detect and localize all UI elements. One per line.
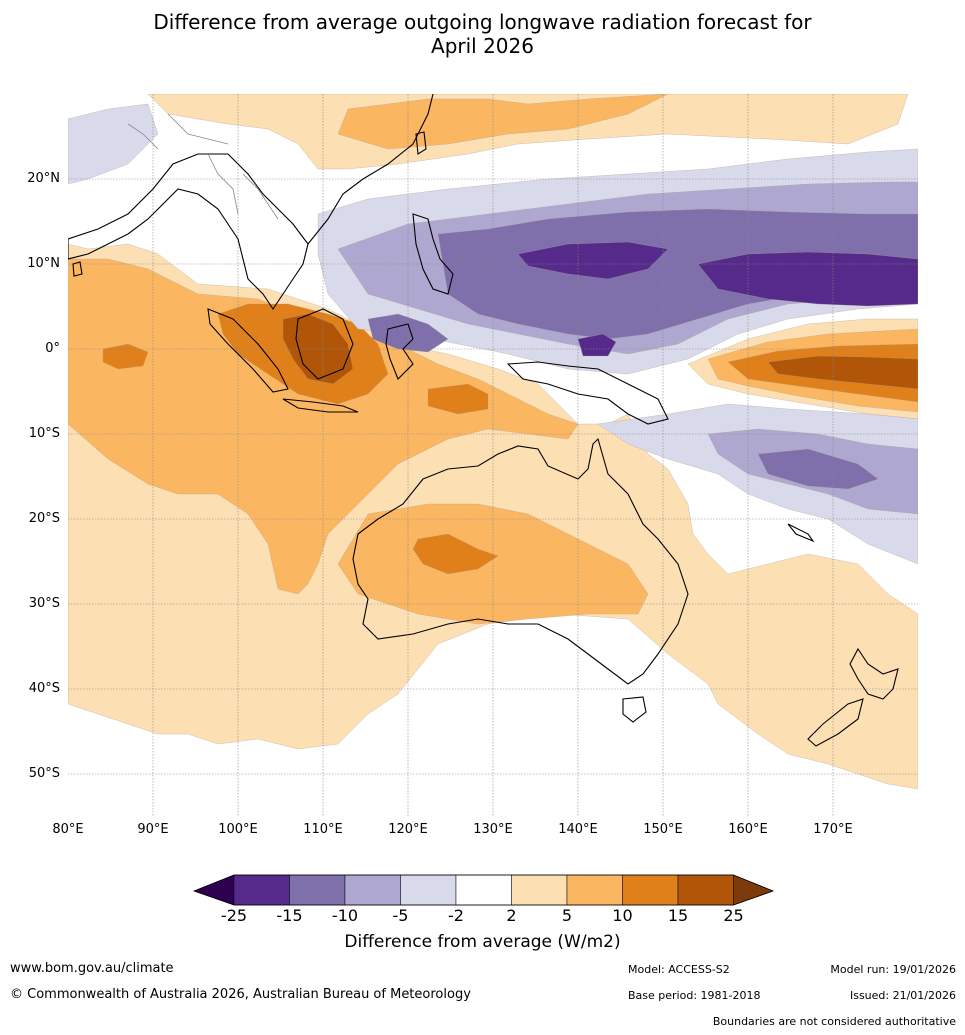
lat-label: 50°S	[28, 766, 60, 781]
colorbar-tick: 2	[506, 906, 517, 925]
lat-label: 30°S	[28, 596, 60, 611]
colorbar-bin	[400, 874, 457, 906]
lon-label: 160°E	[728, 822, 768, 837]
anomaly-region-plus10-io	[102, 343, 149, 370]
colorbar-bin	[622, 874, 679, 906]
coastline-tasmania	[622, 696, 647, 723]
coastlines	[68, 94, 899, 747]
anomaly-region-minus10-south	[757, 448, 879, 490]
anomaly-region-minus2-west	[68, 103, 159, 185]
country-borders	[127, 113, 279, 220]
coastline-sumatra	[207, 308, 289, 393]
coastline-australia	[352, 437, 689, 685]
colorbar-bin	[511, 874, 568, 906]
colorbar-low-extension	[193, 874, 235, 906]
anomaly-region-minus10-west	[367, 313, 449, 353]
footer-issued: Issued: 21/01/2026	[849, 989, 956, 1002]
anomaly-region-plus5-north	[337, 94, 669, 150]
coastline-java	[282, 398, 359, 413]
colorbar	[192, 874, 775, 906]
coastline-sulawesi	[385, 323, 414, 380]
footer-disclaimer: Boundaries are not considered authoritat…	[712, 1015, 956, 1028]
colorbar-tick: 10	[612, 906, 633, 925]
lon-label: 140°E	[558, 822, 598, 837]
footer-model-run: Model run: 19/01/2026	[830, 963, 956, 976]
colorbar-high-extension	[733, 874, 774, 906]
lon-label: 130°E	[473, 822, 513, 837]
footer-base-period: Base period: 1981-2018	[628, 989, 761, 1002]
anomaly-region-minus15	[517, 241, 669, 280]
olr-anomaly-map	[68, 94, 918, 816]
coastline-new-zealand-south	[807, 698, 864, 747]
colorbar-tick: 25	[723, 906, 744, 925]
lon-label: 170°E	[813, 822, 853, 837]
colorbar-bin	[677, 874, 734, 906]
coastline-sri-lanka	[72, 261, 83, 277]
graticule	[68, 94, 918, 816]
anomaly-region-minus15-east	[697, 251, 918, 307]
coastline-new-zealand-north	[849, 647, 899, 700]
lat-label: 10°S	[28, 426, 60, 441]
anomaly-region-plus10-east	[427, 383, 489, 415]
lon-label: 110°E	[303, 822, 343, 837]
colorbar-label: Difference from average (W/m2)	[344, 932, 621, 952]
colorbar-tick: 5	[561, 906, 573, 925]
coastline-taiwan	[415, 131, 427, 155]
lon-label: 100°E	[218, 822, 258, 837]
coastline-borneo	[295, 308, 354, 380]
colorbar-bin	[289, 874, 346, 906]
colorbar-tick: -2	[448, 906, 464, 925]
lon-label: 90°E	[137, 822, 169, 837]
colorbar-bin	[566, 874, 623, 906]
colorbar-tick: -25	[220, 906, 248, 925]
footer-url[interactable]: www.bom.gov.au/climate	[10, 961, 174, 976]
colorbar-tick: -10	[331, 906, 359, 925]
footer-model: Model: ACCESS-S2	[628, 963, 730, 976]
colorbar-tick: -5	[392, 906, 409, 925]
anomaly-region-plus15-pacific	[767, 355, 918, 390]
chart-title: Difference from average outgoing longwav…	[0, 10, 965, 58]
colorbar-tick: 15	[667, 906, 689, 925]
colorbar-bin	[455, 874, 512, 906]
lat-label: 0°	[45, 341, 60, 356]
coastline-philippines	[412, 213, 454, 295]
lat-label: 10°N	[27, 256, 60, 271]
colorbar-bin	[233, 874, 290, 906]
coastline-china-east	[307, 94, 434, 245]
coastline-asia-mainland	[68, 153, 309, 310]
lon-label: 120°E	[388, 822, 428, 837]
coastline-new-caledonia	[787, 523, 815, 543]
anomaly-region-plus5-australia	[337, 503, 649, 625]
footer-copyright: © Commonwealth of Australia 2026, Austra…	[10, 987, 471, 1002]
anomaly-region-plus10-oz	[412, 533, 499, 575]
lat-label: 20°N	[27, 171, 60, 186]
colorbar-bin	[344, 874, 401, 906]
title-line-1: Difference from average outgoing longwav…	[153, 10, 812, 34]
colorbar-tick: -15	[276, 906, 303, 925]
lat-label: 40°S	[28, 681, 60, 696]
lon-label: 80°E	[52, 822, 84, 837]
lat-label: 20°S	[28, 511, 60, 526]
coastline-new-guinea	[506, 361, 669, 425]
title-line-2: April 2026	[431, 34, 534, 58]
lon-label: 150°E	[643, 822, 683, 837]
